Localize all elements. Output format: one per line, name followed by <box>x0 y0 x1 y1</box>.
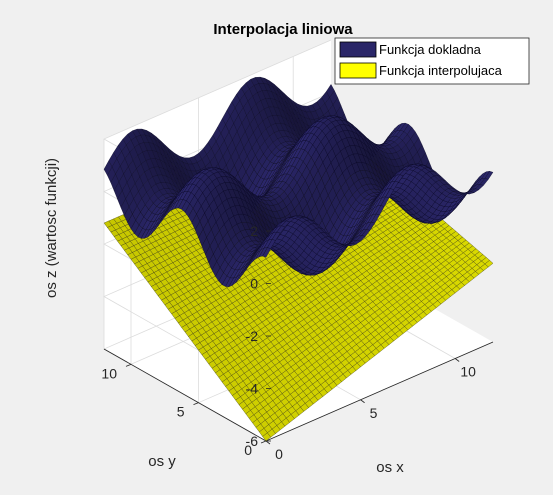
ticks: 0 5 10 0 5 10 2 0 -2 -4 -6 <box>101 223 476 462</box>
x-tick <box>454 358 460 362</box>
surfaces <box>103 76 494 442</box>
y-tick-label: 0 <box>244 442 252 458</box>
z-tick-label: 2 <box>250 223 258 239</box>
z-tick-label: -6 <box>246 433 259 449</box>
y-axis-label: os y <box>148 453 176 470</box>
x-axis-label: os x <box>376 459 404 476</box>
exact-surface <box>103 76 494 288</box>
y-tick <box>125 363 132 367</box>
z-axis-label: os z (wartosc funkcji) <box>43 158 60 298</box>
interpolated-surface-patch <box>262 432 271 442</box>
z-tick-label: -2 <box>246 328 259 344</box>
legend-swatch-interpolated <box>339 62 377 79</box>
exact-surface-patch <box>262 247 271 258</box>
chart-title: Interpolacja liniowa <box>213 21 353 38</box>
y-tick-label: 5 <box>177 404 185 420</box>
legend-label-exact: Funkcja dokladna <box>379 42 482 57</box>
x-tick-label: 5 <box>370 405 378 421</box>
y-tick <box>193 402 199 406</box>
z-tick-label: -4 <box>246 381 259 397</box>
y-tick-label: 10 <box>101 365 117 381</box>
x-tick-label: 10 <box>460 364 476 380</box>
y-tick <box>260 440 267 444</box>
legend: Funkcja dokladna Funkcja interpolujaca <box>334 37 530 85</box>
legend-label-interpolated: Funkcja interpolujaca <box>379 63 503 78</box>
x-tick <box>265 440 271 445</box>
z-tick-label: 0 <box>250 276 258 292</box>
x-tick <box>360 399 365 404</box>
x-tick-label: 0 <box>275 446 283 462</box>
legend-swatch-exact <box>339 41 377 58</box>
